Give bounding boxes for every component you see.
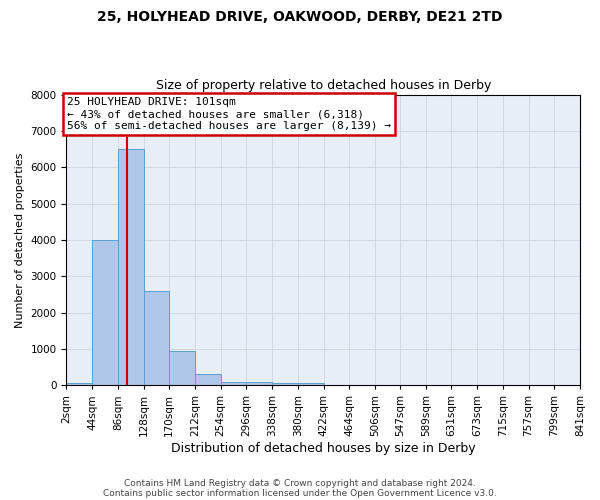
- Bar: [195, 374, 221, 386]
- Bar: [92, 240, 118, 386]
- Bar: [169, 351, 195, 386]
- Bar: [272, 382, 298, 386]
- Bar: [143, 291, 169, 386]
- Text: 25 HOLYHEAD DRIVE: 101sqm
← 43% of detached houses are smaller (6,318)
56% of se: 25 HOLYHEAD DRIVE: 101sqm ← 43% of detac…: [67, 98, 391, 130]
- Bar: [118, 149, 143, 386]
- Text: Contains HM Land Registry data © Crown copyright and database right 2024.: Contains HM Land Registry data © Crown c…: [124, 478, 476, 488]
- Bar: [247, 382, 272, 386]
- Title: Size of property relative to detached houses in Derby: Size of property relative to detached ho…: [155, 79, 491, 92]
- Text: Contains public sector information licensed under the Open Government Licence v3: Contains public sector information licen…: [103, 488, 497, 498]
- Bar: [298, 384, 323, 386]
- Bar: [221, 382, 247, 386]
- Bar: [67, 384, 92, 386]
- Y-axis label: Number of detached properties: Number of detached properties: [15, 152, 25, 328]
- Text: 25, HOLYHEAD DRIVE, OAKWOOD, DERBY, DE21 2TD: 25, HOLYHEAD DRIVE, OAKWOOD, DERBY, DE21…: [97, 10, 503, 24]
- X-axis label: Distribution of detached houses by size in Derby: Distribution of detached houses by size …: [171, 442, 476, 455]
